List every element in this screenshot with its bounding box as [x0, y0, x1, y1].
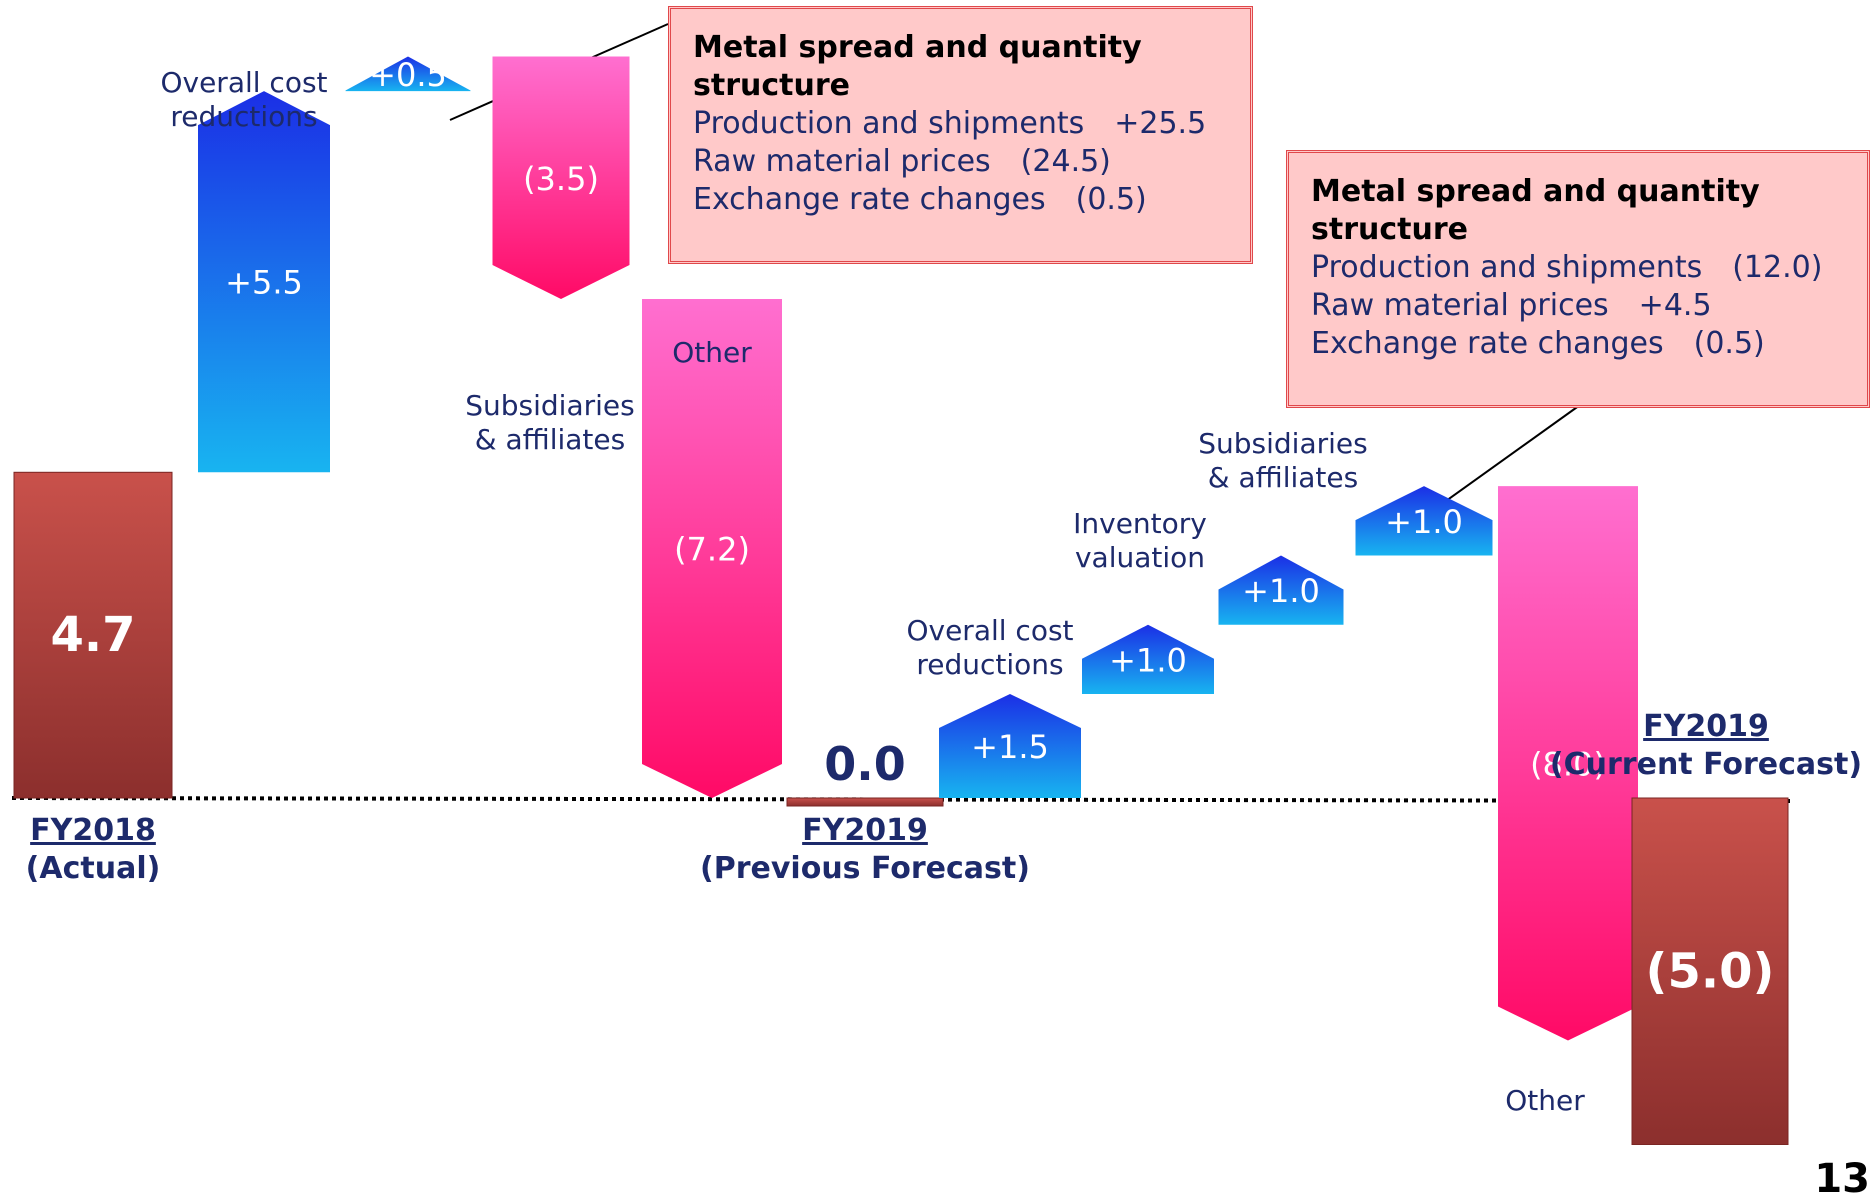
category-label-fy2019p-bottom: (Previous Forecast) — [700, 851, 1030, 886]
step-label-sub2: Subsidiaries & affiliates — [1198, 427, 1367, 494]
step-label-sub1: Subsidiaries & affiliates — [465, 389, 634, 456]
callout-2-line-2: Raw material prices +4.5 — [1311, 288, 1712, 323]
callout-2-title: Metal spread and quantity structure — [1311, 174, 1760, 247]
bar-sub2 — [1355, 486, 1493, 556]
bar-ocr2 — [1082, 624, 1214, 695]
page-number: 13 — [1814, 1156, 1870, 1202]
bar-metal3 — [1498, 486, 1638, 1041]
category-label-fy2019c-top: FY2019 — [1643, 709, 1769, 744]
category-label-fy2019c-bottom: (Current Forecast) — [1550, 747, 1862, 782]
value-label-fy2019c: (5.0) — [1646, 943, 1775, 999]
callout-2-line-3: Exchange rate changes (0.5) — [1311, 326, 1765, 361]
value-label-sub2: +1.0 — [1385, 503, 1463, 541]
bar-fy2019p — [786, 797, 944, 807]
bar-metal2 — [939, 694, 1081, 798]
bar-sub1 — [492, 56, 630, 300]
bar-ocr1 — [198, 91, 330, 473]
bar-inv — [1218, 555, 1344, 625]
category-label-fy2019p-top: FY2019 — [802, 813, 928, 848]
value-label-fy2018: 4.7 — [50, 607, 135, 663]
callout-1-line-3: Exchange rate changes (0.5) — [693, 182, 1147, 217]
value-label-ocr1: +5.5 — [225, 264, 303, 302]
bar-oth1 — [642, 299, 782, 798]
value-label-metal2: +1.5 — [971, 728, 1049, 766]
value-label-inv: +1.0 — [1242, 572, 1320, 610]
value-label-metal3: (8.0) — [1530, 745, 1606, 783]
callout-metal-spread-1: Metal spread and quantity structure Prod… — [668, 6, 1253, 264]
callout-1-line-1: Production and shipments +25.5 — [693, 106, 1207, 141]
step-label-oth2: Other — [1505, 1084, 1585, 1117]
step-label-ocr1: Overall cost reductions — [160, 66, 327, 133]
step-label-inv: Inventory valuation — [1073, 507, 1207, 574]
callout-metal-spread-2: Metal spread and quantity structure Prod… — [1286, 150, 1870, 408]
bar-fy2018 — [13, 471, 173, 799]
step-label-ocr2: Overall cost reductions — [906, 614, 1073, 681]
callout-2-leader — [1424, 404, 1581, 517]
bar-metal1 — [345, 56, 471, 92]
callout-1-line-2: Raw material prices (24.5) — [693, 144, 1111, 179]
callout-2-line-1: Production and shipments (12.0) — [1311, 250, 1823, 285]
category-label-fy2018-top: FY2018 — [30, 813, 156, 848]
value-label-metal1: +0.5 — [369, 56, 447, 94]
category-label-fy2018-bottom: (Actual) — [26, 851, 161, 886]
callout-1-title: Metal spread and quantity structure — [693, 30, 1142, 103]
value-label-ocr2: +1.0 — [1109, 641, 1187, 679]
value-label-oth1: (7.2) — [674, 531, 750, 569]
step-label-oth1: Other — [672, 336, 752, 369]
bar-fy2019c — [1631, 797, 1789, 1145]
value-label-sub1: (3.5) — [523, 160, 599, 198]
value-label-fy2019p: 0.0 — [824, 737, 906, 791]
